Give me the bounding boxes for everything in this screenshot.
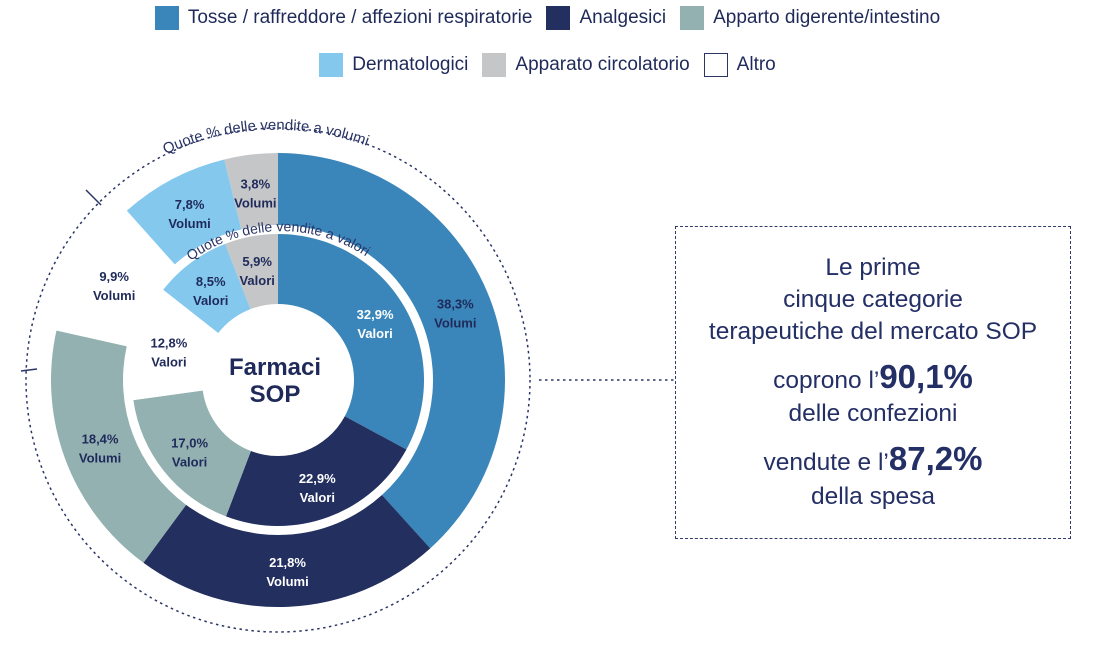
outer-dotted-guide: [25, 127, 531, 633]
outer-slice-circulatory: [224, 153, 278, 230]
inner-label-circulatory-value: 5,9%: [242, 254, 272, 269]
inner-slice-dermatological: [163, 243, 251, 334]
outer-slice-digestive: [51, 330, 187, 563]
callout-line-5: delle confezioni: [788, 400, 958, 428]
legend-label-respiratory: Tosse / raffreddore / affezioni respirat…: [187, 7, 533, 28]
inner-label-other-value: 12,8%: [150, 336, 187, 351]
callout-line-6-prefix: vendute e l’: [763, 449, 889, 477]
legend-item-analgesics: Analgesici: [546, 6, 666, 30]
outer-slice-other: [56, 210, 175, 347]
outer-label-digestive-value: 18,4%: [82, 432, 119, 447]
legend-item-dermatological: Dermatologici: [319, 53, 468, 77]
callout-box: Le prime cinque categorie terapeutiche d…: [675, 226, 1071, 539]
inner-label-respiratory-value: 32,9%: [357, 307, 394, 322]
inner-slice-circulatory: [225, 234, 278, 310]
center-label-line-1: Farmaci: [229, 354, 321, 381]
outer-slice-respiratory: [278, 153, 505, 549]
callout-line-3: terapeutiche del mercato SOP: [708, 317, 1038, 345]
callout-line-2: cinque categorie: [783, 285, 963, 313]
outer-guide-tick-2: [20, 368, 38, 372]
inner-label-circulatory-unit: Valori: [239, 273, 274, 288]
inner-labels: 32,9% Valori 22,9% Valori 17,0% Valori 12,8% Va…: [150, 254, 393, 505]
inner-slice-digestive: [133, 390, 251, 517]
inner-label-analgesics-value: 22,9%: [299, 471, 336, 486]
outer-label-other-unit: Volumi: [93, 288, 135, 303]
inner-ring: [132, 234, 425, 526]
legend-item-other: Altro: [703, 53, 776, 77]
legend-swatch-analgesics: [546, 6, 571, 30]
outer-label-respiratory-unit: Volumi: [434, 316, 476, 331]
legend-row-1: Tosse / raffreddore / affezioni respirat…: [0, 6, 1095, 30]
inner-label-other-unit: Valori: [151, 355, 186, 370]
legend-label-dermatological: Dermatologici: [352, 54, 469, 75]
legend-swatch-dermatological: [319, 53, 344, 77]
legend-label-circulatory: Apparato circolatorio: [515, 54, 690, 75]
callout-volume-share: 90,1%: [879, 357, 973, 395]
legend-item-circulatory: Apparato circolatorio: [482, 53, 690, 77]
callout-value-share: 87,2%: [888, 440, 983, 478]
legend-label-digestive: Apparto digerente/intestino: [713, 7, 941, 28]
inner-slice-analgesics: [225, 416, 407, 526]
inner-label-analgesics-unit: Valori: [300, 490, 335, 505]
inner-label-dermatological-value: 8,5%: [196, 274, 226, 289]
callout-line-7: della spesa: [811, 483, 935, 511]
outer-slice-analgesics: [143, 494, 431, 607]
outer-label-analgesics-value: 21,8%: [269, 555, 306, 570]
outer-label-other-value: 9,9%: [99, 269, 129, 284]
outer-label-analgesics-unit: Volumi: [266, 574, 308, 589]
outer-label-dermatological-value: 7,8%: [175, 197, 205, 212]
legend-label-analgesics: Analgesici: [579, 7, 667, 28]
inner-label-digestive-value: 17,0%: [171, 435, 208, 450]
outer-ring: [51, 153, 505, 607]
inner-label-dermatological-unit: Valori: [193, 293, 228, 308]
callout-line-4-prefix: coprono l’: [773, 366, 880, 394]
outer-guide-tick-1: [85, 189, 102, 206]
legend-row-2: Dermatologici Apparato circolatorio Altr…: [0, 53, 1095, 77]
inner-label-digestive-unit: Valori: [172, 454, 207, 469]
legend-swatch-respiratory: [154, 6, 179, 30]
callout-line-4: coprono l’90,1%: [773, 356, 973, 399]
outer-slice-dermatological: [126, 159, 242, 265]
outer-label-circulatory-unit: Volumi: [234, 195, 276, 210]
outer-ring-title: Quote % delle vendite a volumi: [160, 117, 371, 158]
outer-label-dermatological-unit: Volumi: [168, 216, 210, 231]
outer-label-circulatory-value: 3,8%: [241, 176, 271, 191]
outer-labels: 38,3% Volumi 21,8% Volumi 18,4% Volumi 9,9% Vol…: [79, 176, 477, 588]
callout-line-1: Le prime: [825, 254, 921, 281]
outer-label-respiratory-value: 38,3%: [437, 297, 474, 312]
center-label-line-2: SOP: [250, 381, 301, 408]
inner-slice-other: [132, 289, 219, 401]
outer-label-digestive-unit: Volumi: [79, 451, 121, 466]
legend-swatch-digestive: [680, 6, 705, 30]
legend-swatch-circulatory: [482, 53, 507, 77]
inner-slice-respiratory: [278, 234, 425, 450]
legend: Tosse / raffreddore / affezioni respirat…: [0, 0, 1095, 90]
legend-item-digestive: Apparto digerente/intestino: [680, 6, 940, 30]
inner-label-respiratory-unit: Valori: [357, 326, 392, 341]
legend-item-respiratory: Tosse / raffreddore / affezioni respirat…: [154, 6, 533, 30]
legend-swatch-other: [703, 53, 728, 77]
callout-line-6: vendute e l’87,2%: [764, 438, 983, 481]
legend-label-other: Altro: [736, 54, 776, 75]
